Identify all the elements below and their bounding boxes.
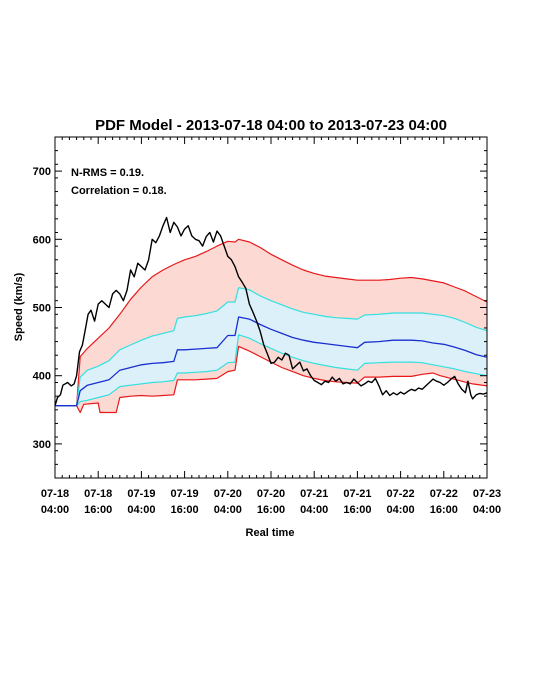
observed-line	[54, 216, 488, 406]
inner-band-fill	[55, 287, 487, 406]
chart-title: PDF Model - 2013-07-18 04:00 to 2013-07-…	[95, 117, 447, 134]
y-tick-label: 400	[33, 371, 51, 383]
y-tick-label: 600	[33, 234, 51, 246]
upper-inner-line	[55, 287, 488, 407]
x-tick-label-time: 16:00	[257, 504, 285, 516]
x-tick-label-time: 16:00	[430, 504, 458, 516]
x-tick-label-time: 16:00	[84, 504, 112, 516]
upper-outer-line	[55, 238, 488, 407]
x-tick-label-date: 07-18	[41, 488, 69, 500]
x-tick-label-date: 07-19	[127, 488, 155, 500]
x-tick-label-time: 16:00	[171, 504, 199, 516]
x-tick-label-time: 16:00	[343, 504, 371, 516]
x-tick-label-date: 07-22	[430, 488, 458, 500]
y-tick-label: 700	[33, 166, 51, 178]
x-tick-label-time: 04:00	[300, 504, 328, 516]
x-tick-label-date: 07-20	[257, 488, 285, 500]
x-tick-label-date: 07-19	[171, 488, 199, 500]
x-tick-label-time: 04:00	[473, 504, 501, 516]
lower-outer-line	[55, 345, 488, 414]
y-axis-label: Speed (km/s)	[13, 272, 25, 341]
x-tick-label-time: 04:00	[41, 504, 69, 516]
median-line	[55, 316, 488, 407]
axis-ticks: 300 400 500 600 700 07-18 04:00 07-18 16:00 07-19…	[33, 136, 501, 516]
lower-inner-line	[55, 334, 488, 407]
x-tick-label-date: 07-21	[343, 488, 371, 500]
x-tick-label-date: 07-18	[84, 488, 112, 500]
x-tick-label-date: 07-21	[300, 488, 328, 500]
correlation-annotation: Correlation = 0.18.	[71, 185, 167, 197]
x-tick-label-date: 07-22	[387, 488, 415, 500]
x-tick-label-time: 04:00	[127, 504, 155, 516]
x-tick-label-time: 04:00	[214, 504, 242, 516]
y-tick-label: 300	[33, 439, 51, 451]
series-lines	[54, 216, 488, 414]
x-axis-label: Real time	[246, 527, 295, 539]
y-tick-label: 500	[33, 303, 51, 315]
x-tick-label-date: 07-23	[473, 488, 501, 500]
x-tick-label-time: 04:00	[387, 504, 415, 516]
nrms-annotation: N-RMS = 0.19.	[71, 167, 144, 179]
x-tick-label-date: 07-20	[214, 488, 242, 500]
confidence-bands	[55, 239, 487, 413]
